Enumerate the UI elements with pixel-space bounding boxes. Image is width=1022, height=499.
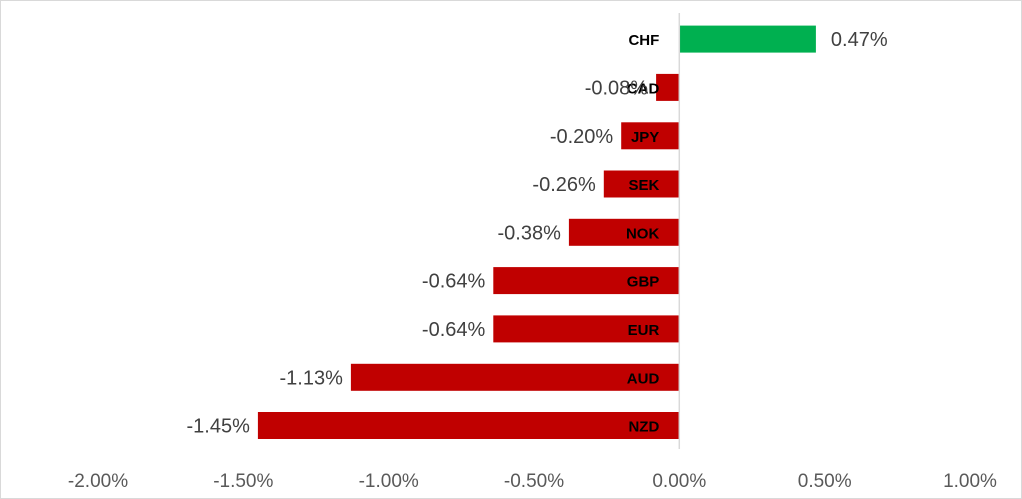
x-tick-label: -1.00% [359, 471, 419, 492]
bar-sek [603, 170, 680, 198]
bar-jpy [621, 122, 680, 150]
x-tick-label: -2.00% [68, 471, 128, 492]
bar-eur [493, 315, 680, 343]
x-tick-label: 1.00% [943, 471, 997, 492]
data-label-aud: -1.13% [280, 367, 344, 389]
bar-chf [679, 25, 816, 53]
data-label-jpy: -0.20% [550, 126, 614, 148]
category-label-sek: SEK [628, 177, 659, 194]
data-label-eur: -0.64% [422, 319, 486, 341]
data-labels-group: 0.47% -0.08% -0.20% -0.26% -0.38% -0.64% -0.64… [187, 29, 888, 437]
bar-gbp [493, 267, 680, 295]
x-tick-label: -0.50% [504, 471, 564, 492]
category-label-jpy: JPY [631, 129, 659, 146]
category-label-gbp: GBP [627, 274, 660, 291]
bar-aud [350, 363, 680, 391]
data-label-gbp: -0.64% [422, 271, 486, 293]
bar-cad [656, 73, 680, 101]
category-label-chf: CHF [628, 32, 659, 49]
bars-group [257, 25, 816, 439]
category-label-nok: NOK [626, 225, 660, 242]
x-tick-label: -1.50% [213, 471, 273, 492]
data-label-cad: -0.08% [585, 77, 649, 99]
x-axis-ticks-group: -2.00% -1.50% -1.00% -0.50% 0.00% 0.50% 1.00% [68, 471, 997, 492]
data-label-sek: -0.26% [532, 174, 596, 196]
category-label-nzd: NZD [628, 419, 659, 436]
category-labels-group: CHF CAD JPY SEK NOK GBP EUR AUD NZD [626, 32, 660, 435]
data-label-nzd: -1.45% [187, 416, 251, 438]
bar-nzd [257, 412, 680, 439]
category-label-aud: AUD [627, 370, 660, 387]
data-label-nok: -0.38% [498, 222, 562, 244]
bar-nok [568, 218, 680, 246]
category-label-cad: CAD [627, 80, 660, 97]
x-tick-label: 0.00% [652, 471, 706, 492]
category-label-eur: EUR [628, 322, 660, 339]
x-tick-label: 0.50% [798, 471, 852, 492]
data-label-chf: 0.47% [831, 29, 888, 51]
